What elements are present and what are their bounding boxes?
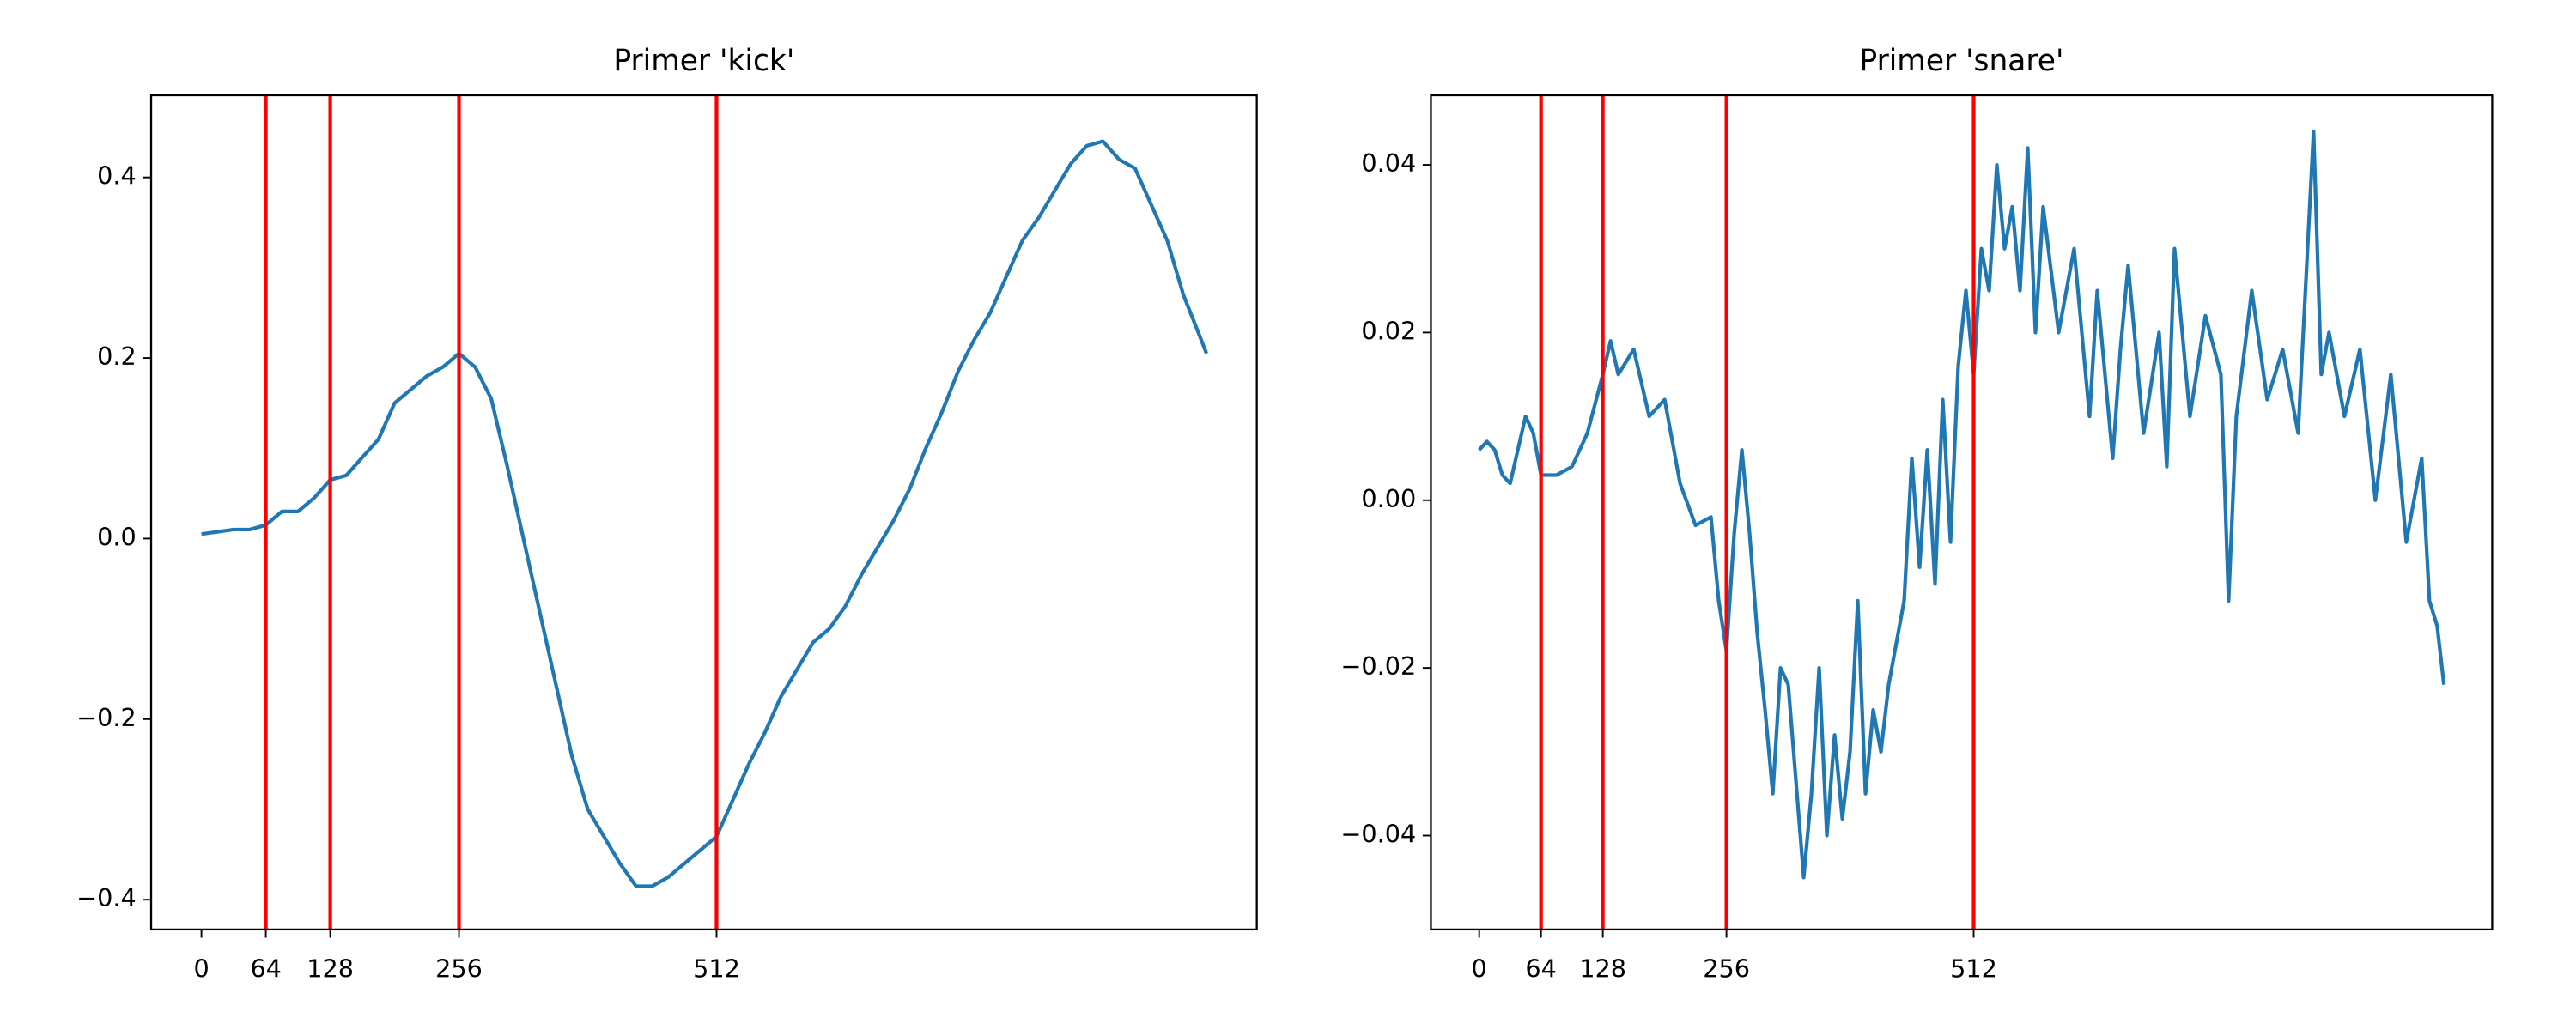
data-line xyxy=(1478,129,2446,880)
y-tick-label: 0.00 xyxy=(1361,484,1416,513)
x-tick-label: 0 xyxy=(193,954,209,984)
x-tick-label: 64 xyxy=(250,954,282,984)
y-tick-label: 0.04 xyxy=(1361,148,1416,178)
x-tick-label: 128 xyxy=(307,954,354,984)
plot-frame xyxy=(1430,94,2494,931)
x-tick-label: 64 xyxy=(1525,954,1557,984)
chart-title: Primer 'snare' xyxy=(1859,44,2063,78)
x-tick-label: 128 xyxy=(1579,954,1626,984)
y-tick-label: −0.02 xyxy=(1340,651,1416,681)
x-tick-label: 256 xyxy=(1703,954,1750,984)
y-tick-label: 0.02 xyxy=(1361,316,1416,345)
x-tick-label: 256 xyxy=(435,954,483,984)
data-line xyxy=(201,139,1209,888)
y-tick-label: −0.2 xyxy=(76,703,137,732)
chart-title: Primer 'kick' xyxy=(613,44,794,78)
x-tick-label: 0 xyxy=(1472,954,1487,984)
y-tick-label: 0.2 xyxy=(97,342,137,371)
y-tick-label: −0.04 xyxy=(1340,820,1416,849)
y-tick-label: 0.4 xyxy=(97,161,137,191)
x-tick-label: 512 xyxy=(693,954,740,984)
y-tick-label: 0.0 xyxy=(97,522,137,551)
y-tick-label: −0.4 xyxy=(76,883,137,912)
x-tick-label: 512 xyxy=(1950,954,1997,984)
plot-frame xyxy=(149,94,1258,931)
